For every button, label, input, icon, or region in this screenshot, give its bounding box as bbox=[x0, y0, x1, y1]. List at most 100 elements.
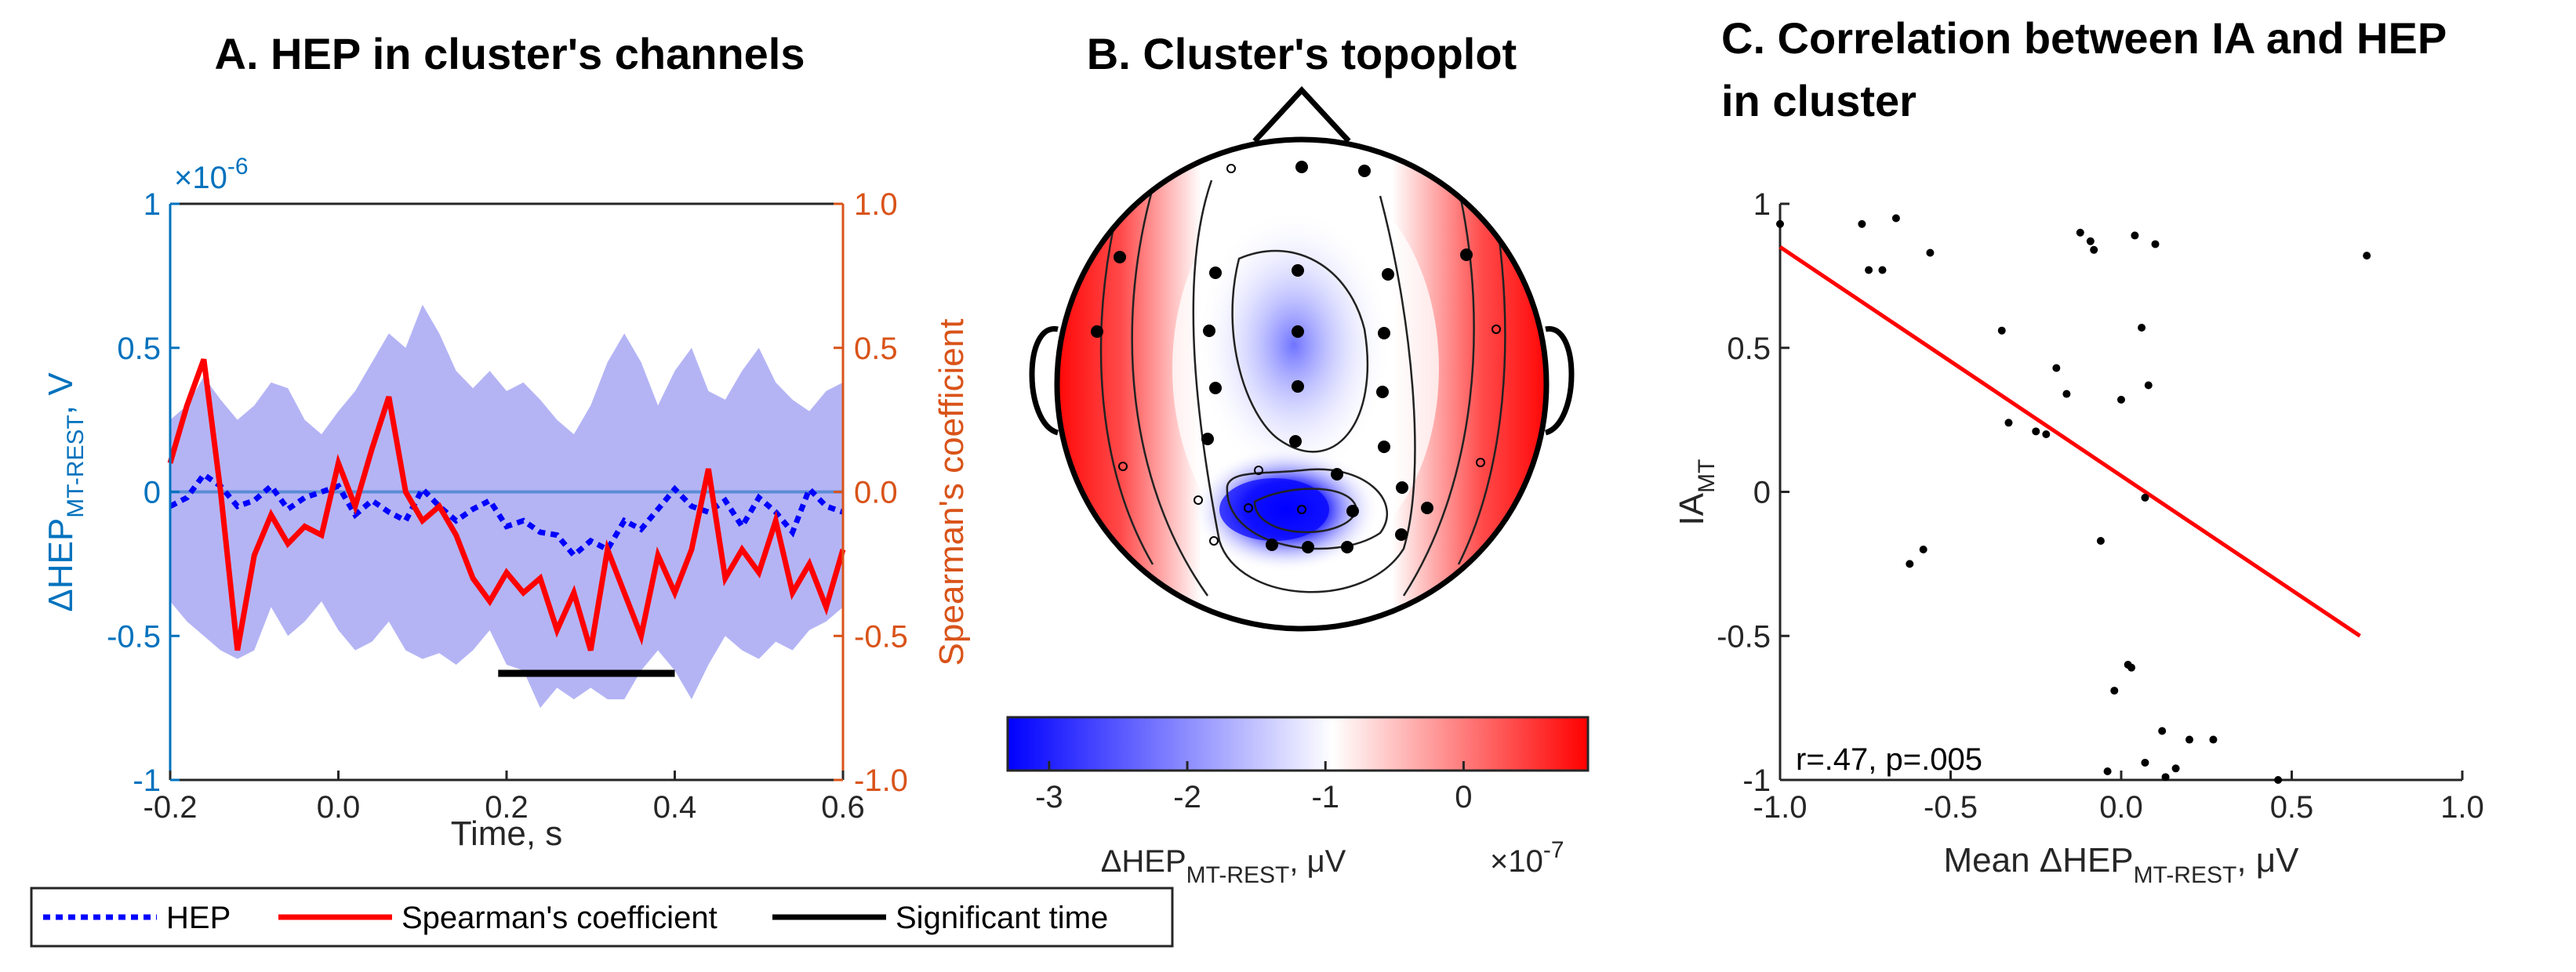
electrode bbox=[1378, 327, 1390, 339]
y-tick-label: -1 bbox=[1742, 763, 1771, 798]
right-tick-label: 0.5 bbox=[854, 332, 898, 366]
colorbar-tick-label: -1 bbox=[1311, 780, 1339, 814]
x-tick-label: 0.0 bbox=[2099, 790, 2143, 825]
panel-a-left-ticks: 1 0.5 0 -0.5 -1 bbox=[107, 187, 180, 798]
colorbar-ticks: -3 -2 -1 0 bbox=[1035, 761, 1473, 814]
x-tick-label: -1.0 bbox=[1753, 790, 1808, 825]
panel-a-title: A. HEP in cluster's channels bbox=[215, 29, 805, 78]
electrode bbox=[1476, 458, 1485, 467]
head-outline bbox=[1054, 136, 1550, 632]
contour-line bbox=[1457, 227, 1506, 565]
left-tick-label: -1 bbox=[133, 763, 161, 798]
y-tick-label: 0.5 bbox=[1727, 332, 1771, 366]
panel-c-x-ticks: -1.0 -0.5 0.0 0.5 1.0 bbox=[1753, 771, 2484, 825]
electrode bbox=[1091, 325, 1103, 338]
legend-significant-label: Significant time bbox=[896, 901, 1108, 935]
y-tick-label: -0.5 bbox=[1717, 619, 1771, 654]
scatter-point bbox=[2131, 231, 2139, 240]
electrode bbox=[1421, 502, 1433, 514]
hep-confidence-band bbox=[170, 304, 843, 709]
electrode bbox=[1292, 325, 1304, 338]
colorbar bbox=[1006, 716, 1590, 772]
panel-a-plot-area bbox=[167, 202, 846, 782]
electrode bbox=[1289, 435, 1302, 448]
contour-line bbox=[1402, 187, 1475, 597]
colorbar-label: ΔHEPMT-REST, μV bbox=[1101, 844, 1346, 888]
electrode bbox=[1341, 541, 1353, 553]
scatter-point bbox=[2158, 727, 2167, 735]
electrode bbox=[1226, 164, 1236, 173]
x-tick-label: -0.5 bbox=[1924, 790, 1978, 825]
electrode bbox=[1346, 505, 1359, 517]
electrode bbox=[1254, 466, 1263, 475]
colorbar-tick-label: 0 bbox=[1455, 780, 1472, 814]
panel-a-right-ticks: 1.0 0.5 0.0 -0.5 -1.0 bbox=[834, 187, 908, 798]
electrode bbox=[1209, 267, 1222, 279]
electrode bbox=[1114, 251, 1126, 263]
electrode bbox=[1118, 462, 1128, 471]
electrode bbox=[1194, 495, 1203, 505]
panel-c-y-label: IAMT bbox=[1673, 459, 1720, 526]
nose bbox=[1252, 85, 1351, 143]
electrode bbox=[1396, 481, 1408, 494]
left-axis-exponent: ×10-6 bbox=[174, 154, 249, 195]
left-tick-label: 1 bbox=[144, 187, 161, 222]
scatter-point bbox=[2090, 245, 2098, 254]
scatter-point bbox=[1919, 546, 1927, 553]
scatter-point bbox=[2062, 390, 2071, 398]
electrode bbox=[1460, 248, 1473, 261]
electrode bbox=[1209, 536, 1219, 546]
legend-box bbox=[30, 887, 1174, 948]
x-tick-label: -0.2 bbox=[144, 790, 198, 825]
electrode bbox=[1395, 528, 1408, 541]
legend: HEP Spearman's coefficient Significant t… bbox=[30, 887, 1174, 948]
panel-a-left-y-label: ΔHEPMT-REST, V bbox=[42, 372, 89, 612]
colorbar-exponent: ×10-7 bbox=[1490, 837, 1564, 879]
electrode bbox=[1491, 325, 1501, 334]
right-tick-label: 0.0 bbox=[854, 476, 898, 510]
electrode bbox=[1201, 433, 1214, 445]
contour-line bbox=[1192, 180, 1416, 593]
panel-c-y-ticks: 1 0.5 0 -0.5 -1 bbox=[1717, 187, 1789, 798]
scatter-point bbox=[2096, 536, 2105, 545]
scatter-point bbox=[1878, 266, 1887, 274]
electrode bbox=[1302, 541, 1314, 553]
left-tick-label: -0.5 bbox=[107, 619, 161, 654]
contour-line bbox=[1226, 468, 1389, 550]
scatter-point bbox=[2209, 735, 2218, 744]
scatter-point bbox=[2363, 252, 2371, 260]
panel-a-right-y-label: Spearman's coefficient bbox=[932, 319, 971, 666]
scatter-point bbox=[2103, 767, 2112, 775]
scatter-point bbox=[2185, 735, 2193, 744]
x-tick-label: 1.0 bbox=[2440, 790, 2484, 825]
x-tick-label: 0.2 bbox=[485, 790, 529, 825]
right-tick-label: -1.0 bbox=[854, 763, 908, 798]
scatter-point bbox=[2171, 764, 2180, 773]
scatter-point bbox=[2161, 773, 2170, 782]
panel-b: B. Cluster's topoplot bbox=[1006, 29, 1590, 888]
scatter-point bbox=[2127, 663, 2136, 672]
electrode bbox=[1244, 503, 1253, 513]
panel-a-x-ticks: -0.2 0.0 0.2 0.4 0.6 bbox=[144, 771, 865, 825]
colorbar-tick-label: -3 bbox=[1035, 780, 1063, 814]
legend-hep-label: HEP bbox=[166, 901, 231, 935]
scatter-point bbox=[2004, 419, 2013, 427]
spearman-line bbox=[167, 358, 846, 651]
scatter-point bbox=[2144, 381, 2153, 390]
electrode bbox=[1292, 380, 1304, 393]
left-tick-label: 0.5 bbox=[117, 332, 161, 366]
electrode bbox=[1292, 264, 1304, 277]
scatter-point bbox=[1891, 214, 1900, 223]
left-tick-label: 0 bbox=[144, 476, 161, 510]
right-ear bbox=[1544, 326, 1575, 436]
hep-line bbox=[169, 470, 845, 560]
panel-c-x-label: Mean ΔHEPMT-REST, μV bbox=[1944, 841, 2300, 888]
electrode bbox=[1376, 386, 1389, 398]
electrodes bbox=[1091, 161, 1501, 553]
y-tick-label: 1 bbox=[1753, 187, 1771, 222]
scatter-point bbox=[2110, 687, 2119, 695]
scatter-point bbox=[2032, 427, 2040, 436]
electrode bbox=[1266, 539, 1278, 551]
scatter-point bbox=[2141, 758, 2149, 767]
